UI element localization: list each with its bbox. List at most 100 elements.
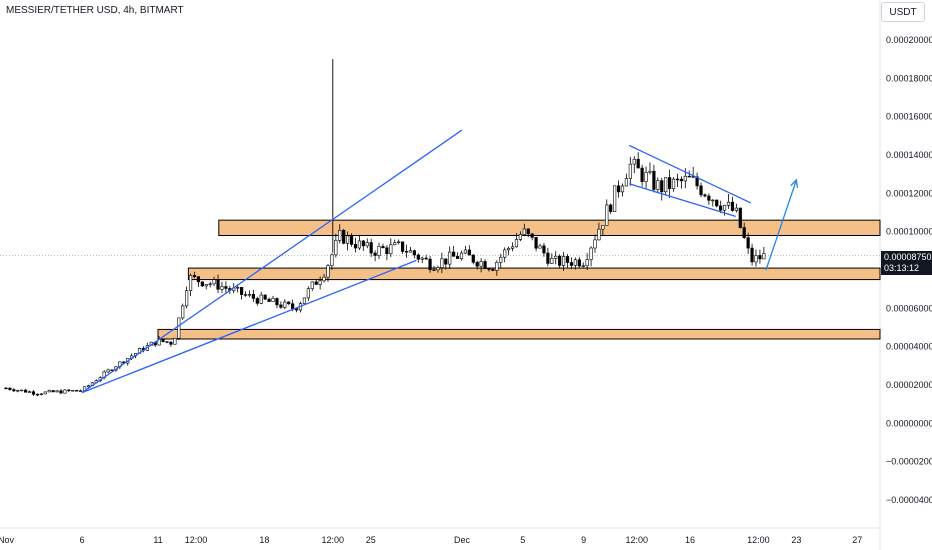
- candle-body: [448, 251, 452, 265]
- candle-body: [561, 256, 566, 266]
- candle-body: [495, 261, 499, 271]
- candle-body: [542, 245, 546, 254]
- candle-body: [703, 194, 707, 197]
- candle-body: [707, 195, 711, 201]
- candle-body: [416, 254, 420, 260]
- candle-body: [322, 276, 326, 282]
- candle-body: [620, 185, 625, 193]
- candle-body: [652, 170, 656, 190]
- current-price-tag: 0.00008750 03:13:12: [881, 251, 932, 275]
- candle-body: [412, 250, 416, 256]
- candle-body: [377, 246, 381, 256]
- x-tick-label: 12:00: [185, 535, 208, 545]
- candle-body: [31, 391, 36, 395]
- candle-body: [518, 234, 522, 240]
- candle-body: [463, 249, 468, 254]
- candle-body: [12, 389, 16, 392]
- x-tick-label: 25: [366, 535, 376, 545]
- candle-body: [730, 201, 735, 211]
- candle-body: [436, 267, 440, 271]
- candle-body: [373, 252, 377, 256]
- candle-body: [389, 244, 393, 255]
- candle-body: [24, 389, 28, 393]
- candle-body: [39, 393, 43, 396]
- candle-body: [314, 281, 318, 285]
- x-tick-label: 27: [852, 535, 862, 545]
- candle-body: [408, 250, 413, 253]
- candle-body: [593, 239, 597, 249]
- candle-body: [185, 290, 189, 307]
- y-tick-label: 0.00002000: [886, 380, 932, 390]
- candle-body: [679, 178, 683, 182]
- support-resistance-zone: [187, 267, 881, 281]
- countdown-label: 03:13:12: [884, 263, 920, 273]
- y-tick-label: 0.00018000: [886, 73, 932, 83]
- trendline: [81, 259, 417, 394]
- candle-body: [330, 254, 334, 266]
- candle-body: [624, 178, 629, 187]
- candle-body: [699, 185, 703, 196]
- x-tick-label: 5: [520, 535, 525, 545]
- x-tick-label: 18: [259, 535, 269, 545]
- candle-body: [754, 255, 758, 263]
- candle-body: [738, 207, 742, 228]
- candle-body: [279, 304, 283, 308]
- candle-body: [613, 185, 617, 212]
- chart-title: MESSIER/TETHER USD, 4h, BITMART: [6, 5, 184, 16]
- candle-body: [526, 228, 530, 235]
- x-tick-label: 12:00: [626, 535, 649, 545]
- candle-body: [569, 262, 574, 266]
- candle-body: [385, 247, 389, 255]
- candle-body: [302, 297, 307, 304]
- candle-body: [251, 294, 255, 299]
- x-tick-label: 12:00: [322, 535, 345, 545]
- y-tick-label: 0.00016000: [886, 112, 932, 122]
- candle-body: [224, 286, 228, 289]
- candle-body: [664, 177, 668, 193]
- candle-body: [530, 233, 534, 238]
- candle-body: [479, 261, 483, 267]
- candle-body: [452, 251, 456, 257]
- candle-body: [177, 317, 181, 339]
- candle-body: [346, 235, 350, 244]
- candle-body: [192, 275, 197, 277]
- candle-body: [554, 255, 558, 259]
- candle-body: [275, 298, 279, 306]
- candle-body: [67, 389, 71, 392]
- candle-body: [605, 204, 609, 226]
- x-tick-label: 11: [153, 535, 162, 545]
- candle-body: [609, 204, 613, 212]
- candle-body: [369, 242, 373, 254]
- candle-body: [165, 341, 169, 343]
- y-tick-label: 0.00014000: [886, 150, 932, 160]
- x-tick-label: Dec: [454, 535, 471, 545]
- candle-body: [181, 305, 185, 319]
- current-price-label: 0.00008750: [884, 252, 932, 262]
- candle-body: [762, 253, 766, 260]
- candle-body: [573, 259, 577, 266]
- candle-body: [400, 241, 405, 252]
- candle-body: [589, 247, 593, 260]
- candle-body: [483, 261, 487, 269]
- candle-body: [491, 269, 495, 271]
- candle-body: [255, 298, 259, 304]
- candle-body: [397, 241, 401, 244]
- candle-body: [365, 242, 369, 247]
- x-tick-label: 16: [685, 535, 695, 545]
- candle-body: [597, 228, 601, 241]
- candle-body: [558, 255, 562, 266]
- candle-body: [715, 199, 719, 207]
- candle-body: [726, 201, 731, 206]
- candle-body: [283, 301, 287, 308]
- candle-body: [711, 199, 715, 202]
- candle-body: [636, 158, 640, 169]
- x-tick-label: 6: [79, 535, 84, 545]
- candle-body: [393, 242, 397, 246]
- candle-body: [758, 255, 762, 260]
- candle-body: [534, 237, 538, 249]
- candle-body: [59, 390, 63, 394]
- candle-body: [35, 393, 40, 396]
- currency-button[interactable]: USDT: [881, 2, 925, 22]
- candle-body: [514, 239, 519, 248]
